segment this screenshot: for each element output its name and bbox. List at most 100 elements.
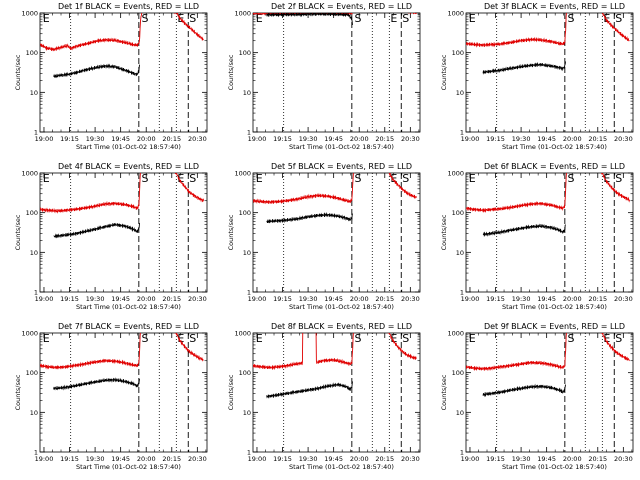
y-tick-label: 100 xyxy=(239,369,251,377)
chart-panel-9: Det 9f BLACK = Events, RED = LLD 1 10 100 10… xyxy=(440,322,634,471)
y-tick-label: 1000 xyxy=(21,330,38,338)
series-lld-line xyxy=(466,173,567,214)
chart-title: Det 7f BLACK = Events, RED = LLD xyxy=(58,322,199,331)
marker-label-e: E xyxy=(177,172,184,185)
x-tick-label: 20:00 xyxy=(350,455,369,463)
marker-label-e: E xyxy=(256,12,263,25)
marker-label-e: E xyxy=(256,332,263,345)
x-tick-label: 19:15 xyxy=(273,135,292,143)
y-tick-label: 100 xyxy=(26,369,38,377)
y-tick-label: 10 xyxy=(456,409,464,417)
series-group xyxy=(466,333,630,398)
chart-title: Det 4f BLACK = Events, RED = LLD xyxy=(58,162,199,171)
y-tick-label: 1 xyxy=(460,289,464,297)
marker-label-s: S xyxy=(189,172,196,185)
series-lld-line xyxy=(253,173,354,205)
y-tick-label: 1 xyxy=(34,449,38,457)
x-tick-label: 20:15 xyxy=(588,455,607,463)
series-events-line xyxy=(266,381,353,399)
y-tick-label: 10 xyxy=(243,409,251,417)
marker-label-s: S xyxy=(355,172,362,185)
series-events-line xyxy=(266,13,353,25)
marker-label-e: E xyxy=(603,332,610,345)
marker-label-s: S xyxy=(189,12,196,25)
x-tick-label: 19:15 xyxy=(273,455,292,463)
series-events-line xyxy=(53,63,140,79)
x-axis-label: Start Time (01-Oct-02 18:57:40) xyxy=(76,303,181,311)
x-tick-label: 20:30 xyxy=(188,455,207,463)
chart-panel-6: Det 6f BLACK = Events, RED = LLD 1 10 100 10… xyxy=(440,162,634,311)
marker-label-e: E xyxy=(177,332,184,345)
x-tick-label: 19:45 xyxy=(324,135,343,143)
series-lld-line xyxy=(40,13,143,52)
series-lld-line xyxy=(600,333,630,362)
x-tick-label: 19:00 xyxy=(461,455,480,463)
marker-label-s: S xyxy=(568,12,575,25)
x-tick-label: 19:15 xyxy=(60,455,79,463)
x-tick-label: 20:30 xyxy=(614,455,633,463)
marker-label-s: S xyxy=(615,332,622,345)
chart-panel-2: Det 2f BLACK = Events, RED = LLD 1 10 100 10… xyxy=(227,2,421,151)
x-axis-label: Start Time (01-Oct-02 18:57:40) xyxy=(502,463,607,471)
y-tick-label: 1000 xyxy=(21,170,38,178)
marker-label-s: S xyxy=(142,12,149,25)
x-tick-label: 19:30 xyxy=(512,455,531,463)
x-tick-label: 20:30 xyxy=(401,295,420,303)
y-tick-label: 10 xyxy=(243,249,251,257)
plot-frame xyxy=(252,172,421,293)
y-tick-label: 10 xyxy=(243,89,251,97)
x-tick-label: 20:15 xyxy=(162,295,181,303)
y-tick-label: 100 xyxy=(452,369,464,377)
x-tick-label: 19:45 xyxy=(111,295,130,303)
y-axis-label: Counts/sec xyxy=(14,214,22,250)
y-tick-label: 1 xyxy=(460,449,464,457)
x-tick-label: 19:45 xyxy=(111,455,130,463)
marker-label-e: E xyxy=(390,332,397,345)
marker-label-s: S xyxy=(568,172,575,185)
x-tick-label: 19:00 xyxy=(248,295,267,303)
marker-label-s: S xyxy=(402,332,409,345)
x-tick-label: 20:30 xyxy=(188,295,207,303)
series-lld-line xyxy=(40,333,141,370)
chart-title: Det 8f BLACK = Events, RED = LLD xyxy=(271,322,412,331)
series-lld-line xyxy=(466,13,567,48)
x-tick-label: 20:00 xyxy=(563,455,582,463)
series-lld-line xyxy=(253,333,354,371)
x-tick-label: 20:00 xyxy=(350,295,369,303)
x-tick-label: 20:00 xyxy=(350,135,369,143)
marker-label-s: S xyxy=(189,332,196,345)
y-tick-label: 1 xyxy=(247,449,251,457)
series-lld-line xyxy=(173,13,204,41)
chart-title: Det 5f BLACK = Events, RED = LLD xyxy=(271,162,412,171)
series-lld-line xyxy=(173,333,204,362)
y-tick-label: 1 xyxy=(34,289,38,297)
marker-label-s: S xyxy=(615,12,622,25)
y-tick-label: 1000 xyxy=(234,170,251,178)
series-lld-line xyxy=(173,173,205,203)
y-tick-label: 1000 xyxy=(447,10,464,18)
series-lld-line xyxy=(387,333,417,360)
x-tick-label: 20:15 xyxy=(588,135,607,143)
chart-title: Det 3f BLACK = Events, RED = LLD xyxy=(484,2,625,11)
x-tick-label: 19:00 xyxy=(461,295,480,303)
marker-label-e: E xyxy=(603,172,610,185)
series-events-line xyxy=(266,211,353,224)
marker-label-s: S xyxy=(355,332,362,345)
x-tick-label: 19:30 xyxy=(299,295,318,303)
x-axis-label: Start Time (01-Oct-02 18:57:40) xyxy=(289,463,394,471)
x-tick-label: 19:15 xyxy=(273,295,292,303)
y-tick-label: 10 xyxy=(30,249,38,257)
plot-frame xyxy=(39,332,208,453)
chart-title: Det 1f BLACK = Events, RED = LLD xyxy=(58,2,199,11)
x-axis-label: Start Time (01-Oct-02 18:57:40) xyxy=(289,303,394,311)
chart-panel-8: Det 8f BLACK = Events, RED = LLD 1 10 100 10… xyxy=(227,322,421,471)
x-tick-label: 19:00 xyxy=(35,135,54,143)
plot-frame xyxy=(252,332,421,453)
series-lld-line xyxy=(601,13,630,42)
y-tick-label: 10 xyxy=(456,249,464,257)
series-group xyxy=(466,13,630,75)
y-tick-label: 100 xyxy=(26,49,38,57)
y-tick-label: 10 xyxy=(30,409,38,417)
x-tick-label: 19:00 xyxy=(461,135,480,143)
x-tick-label: 19:00 xyxy=(248,455,267,463)
